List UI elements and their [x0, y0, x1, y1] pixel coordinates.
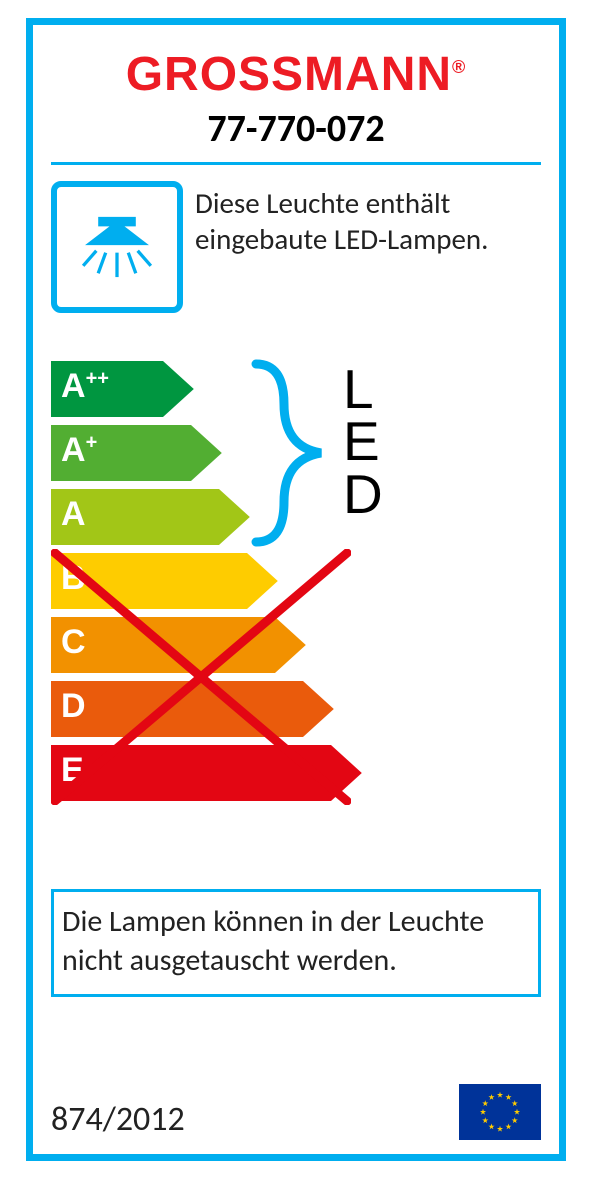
model-number: 77-770-072: [33, 106, 559, 152]
lamp-icon: [70, 200, 164, 294]
led-text: LED: [343, 363, 385, 520]
info-row: Diese Leuchte enthält eingebaute LED-Lam…: [51, 181, 541, 313]
energy-bar-A: A: [51, 489, 250, 545]
brand-text: GROSSMANN: [126, 48, 452, 101]
bracket-icon: [251, 356, 331, 550]
note-box: Die Lampen können in der Leuchte nicht a…: [51, 889, 541, 997]
lamp-icon-box: [51, 181, 183, 313]
energy-bar-A+: A+: [51, 425, 222, 481]
divider: [51, 162, 541, 165]
cross-icon: [51, 549, 351, 805]
brand-name: GROSSMANN®: [33, 47, 559, 102]
regulation-number: 874/2012: [51, 1099, 185, 1140]
eu-flag-icon: [459, 1084, 541, 1140]
info-text: Diese Leuchte enthält eingebaute LED-Lam…: [195, 181, 541, 258]
footer: 874/2012: [51, 1084, 541, 1140]
brand-registered: ®: [452, 57, 466, 77]
energy-chart: A++A+ABCDELED: [51, 361, 559, 841]
energy-bar-A++: A++: [51, 361, 194, 417]
energy-label: GROSSMANN® 77-770-072 Diese Leuchte enth…: [26, 18, 566, 1161]
